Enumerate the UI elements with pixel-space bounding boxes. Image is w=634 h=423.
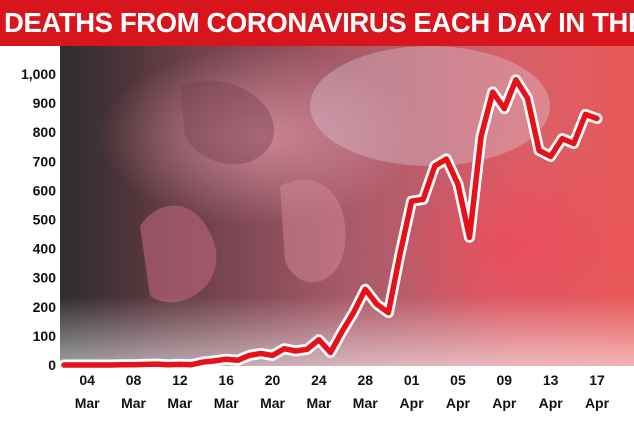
data-point: [526, 96, 529, 100]
data-point: [364, 288, 367, 291]
x-tick-month-label: Mar: [214, 395, 239, 411]
data-point: [294, 349, 297, 353]
data-point: [503, 107, 506, 110]
x-tick-day-label: 24: [311, 372, 327, 388]
x-tick-month-label: Mar: [167, 395, 192, 411]
chart-title: DEATHS FROM CORONAVIRUS EACH DAY IN THE …: [0, 0, 634, 46]
data-point: [74, 363, 77, 367]
data-point: [479, 135, 483, 138]
data-point: [340, 330, 344, 333]
data-point: [561, 137, 564, 140]
data-point: [306, 348, 309, 351]
x-tick-month-label: Mar: [306, 395, 331, 411]
x-tick-day-label: 01: [404, 372, 420, 388]
x-tick-month-label: Mar: [260, 395, 285, 411]
data-point: [572, 142, 576, 145]
y-tick-label: 800: [33, 124, 57, 140]
x-tick-month-label: Apr: [492, 395, 517, 411]
data-point: [248, 354, 251, 357]
data-point: [537, 149, 541, 152]
data-point: [433, 164, 436, 168]
data-point: [421, 198, 425, 201]
x-tick-day-label: 13: [543, 372, 559, 388]
x-tick-day-label: 20: [265, 372, 281, 388]
data-point: [201, 360, 205, 364]
x-tick-month-label: Mar: [353, 395, 378, 411]
data-point: [514, 78, 518, 82]
data-point: [85, 363, 89, 367]
y-axis: 0 100 200 300 400 500 600 700 800 900 1,000: [21, 66, 56, 373]
data-point: [120, 363, 124, 366]
x-tick-day-label: 17: [589, 372, 605, 388]
data-point: [62, 363, 66, 367]
data-point: [410, 199, 413, 203]
data-point: [109, 363, 112, 367]
y-tick-label: 200: [33, 299, 57, 315]
x-tick-day-label: 05: [450, 372, 466, 388]
x-tick-day-label: 04: [79, 372, 95, 388]
data-point: [259, 352, 263, 355]
x-tick-month-label: Apr: [585, 395, 610, 411]
x-tick-day-label: 09: [497, 372, 513, 388]
series-layer: [58, 74, 603, 371]
y-tick-label: 400: [33, 241, 57, 257]
data-point: [595, 117, 599, 120]
data-point: [271, 354, 274, 357]
x-tick-month-label: Apr: [400, 395, 425, 411]
y-tick-label: 500: [33, 212, 57, 228]
data-point: [178, 363, 182, 366]
data-point: [167, 363, 170, 366]
x-tick-day-label: 08: [126, 372, 142, 388]
x-tick-day-label: 28: [357, 372, 373, 388]
data-point: [236, 359, 240, 362]
y-tick-label: 600: [33, 182, 57, 198]
data-point: [387, 311, 390, 314]
x-tick-day-label: 16: [218, 372, 234, 388]
data-point: [456, 183, 460, 186]
data-point: [375, 302, 379, 306]
data-point: [491, 90, 494, 94]
data-point: [132, 363, 135, 366]
data-point: [97, 363, 100, 367]
data-point: [190, 363, 193, 366]
x-tick-month-label: Apr: [539, 395, 564, 411]
data-point: [282, 347, 286, 350]
y-tick-label: 300: [33, 270, 57, 286]
x-tick-month-label: Mar: [75, 395, 100, 411]
data-point: [225, 357, 228, 361]
y-tick-label: 700: [33, 153, 57, 169]
data-point: [398, 252, 402, 256]
y-tick-label: 900: [33, 95, 57, 111]
data-point: [468, 236, 471, 239]
plot-area: 0 100 200 300 400 500 600 700 800 900 1,000 04 Mar 0…: [0, 46, 634, 423]
x-axis: 04 Mar 08 Mar 12 Mar 16 Mar 20 Mar 24 Mar 28 Mar 01 Apr…: [75, 372, 610, 411]
data-point: [143, 363, 147, 366]
x-tick-month-label: Apr: [446, 395, 471, 411]
data-point: [352, 311, 355, 314]
data-point: [317, 338, 321, 341]
x-tick-month-label: Mar: [121, 395, 146, 411]
data-point: [445, 157, 448, 161]
y-tick-label: 1,000: [21, 66, 56, 82]
data-point: [584, 113, 587, 116]
data-point: [213, 359, 216, 363]
y-tick-label: 0: [48, 357, 56, 373]
x-tick-day-label: 12: [172, 372, 188, 388]
data-point: [329, 351, 332, 354]
y-tick-label: 100: [33, 328, 57, 344]
data-point: [155, 362, 158, 366]
data-point: [549, 155, 552, 158]
